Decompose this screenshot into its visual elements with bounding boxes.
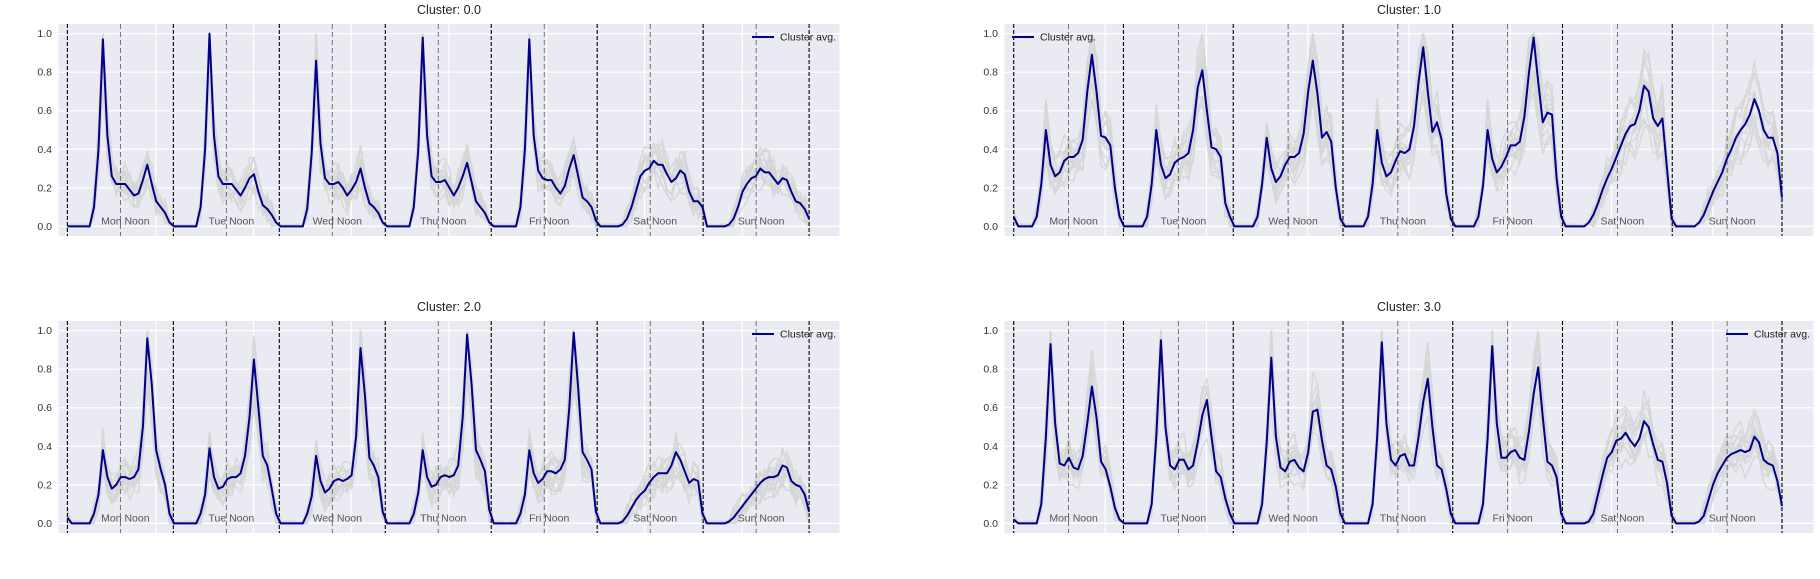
y-tick-label: 0.2 <box>983 182 998 194</box>
y-tick-label: 0.2 <box>983 479 998 491</box>
legend-label: Cluster avg. <box>1754 329 1810 341</box>
y-tick-label: 1.0 <box>983 28 998 40</box>
legend-label: Cluster avg. <box>780 32 836 44</box>
day-label: Sat Noon <box>1600 512 1644 524</box>
y-tick-label: 0.6 <box>983 105 998 117</box>
y-tick-label: 0.8 <box>983 67 998 79</box>
subplot-3: 0.0 0.2 0.4 0.6 0.8 1.0 Mon Noon Tue Noon Wed No… <box>983 300 1815 533</box>
day-label: Tue Noon <box>208 512 254 524</box>
subplot-title: Cluster: 0.0 <box>417 3 481 17</box>
day-label: Sun Noon <box>1709 215 1756 227</box>
y-tick-label: 1.0 <box>983 325 998 337</box>
day-label: Fri Noon <box>1492 215 1532 227</box>
day-label: Sun Noon <box>738 512 785 524</box>
day-label: Tue Noon <box>1160 215 1206 227</box>
cluster-avg-line <box>67 32 811 228</box>
y-tick-label: 0.2 <box>37 479 52 491</box>
cluster-avg-line <box>66 331 811 525</box>
day-label: Sun Noon <box>738 215 785 227</box>
y-tick-label: 0.0 <box>37 518 52 530</box>
y-tick-label: 0.8 <box>983 364 998 376</box>
y-tick-label: 0.0 <box>37 221 52 233</box>
subplot-0: 0.0 0.2 0.4 0.6 0.8 1.0 Mon Noon Tue Noon Wed No… <box>37 3 841 236</box>
cluster-avg-line <box>1012 36 1783 228</box>
subplot-title: Cluster: 2.0 <box>417 300 481 314</box>
subplot-2: 0.0 0.2 0.4 0.6 0.8 1.0 Mon Noon Tue Noon Wed No… <box>37 300 841 533</box>
day-label: Sat Noon <box>633 512 677 524</box>
legend-label: Cluster avg. <box>1040 32 1096 44</box>
day-label: Wed Noon <box>1268 512 1318 524</box>
y-tick-label: 0.4 <box>983 144 998 156</box>
day-label: Mon Noon <box>1049 512 1098 524</box>
y-tick-label: 1.0 <box>37 28 52 40</box>
day-label: Mon Noon <box>1049 215 1098 227</box>
day-label: Sun Noon <box>1709 512 1756 524</box>
y-tick-label: 1.0 <box>37 325 52 337</box>
day-label: Fri Noon <box>529 512 569 524</box>
y-tick-label: 0.4 <box>37 441 52 453</box>
y-tick-label: 0.8 <box>37 364 52 376</box>
y-tick-label: 0.0 <box>983 518 998 530</box>
day-label: Tue Noon <box>208 215 254 227</box>
subplot-title: Cluster: 3.0 <box>1377 300 1441 314</box>
subplot-title: Cluster: 1.0 <box>1377 3 1441 17</box>
day-label: Thu Noon <box>420 512 466 524</box>
day-label: Wed Noon <box>1268 215 1318 227</box>
y-tick-label: 0.4 <box>983 441 998 453</box>
member-trace <box>66 330 810 525</box>
day-label: Sat Noon <box>633 215 677 227</box>
y-tick-label: 0.8 <box>37 67 52 79</box>
member-trace <box>67 75 810 228</box>
y-tick-label: 0.6 <box>983 402 998 414</box>
cluster-avg-line <box>1013 339 1783 525</box>
y-tick-label: 0.6 <box>37 105 52 117</box>
day-label: Fri Noon <box>529 215 569 227</box>
day-label: Thu Noon <box>1380 215 1426 227</box>
y-tick-label: 0.2 <box>37 182 52 194</box>
day-label: Thu Noon <box>1380 512 1426 524</box>
legend-label: Cluster avg. <box>780 329 836 341</box>
y-tick-label: 0.4 <box>37 144 52 156</box>
day-label: Thu Noon <box>420 215 466 227</box>
day-label: Mon Noon <box>101 512 150 524</box>
subplot-1: 0.0 0.2 0.4 0.6 0.8 1.0 Mon Noon Tue Noon Wed No… <box>983 3 1815 236</box>
day-label: Tue Noon <box>1160 512 1206 524</box>
day-label: Mon Noon <box>101 215 150 227</box>
day-label: Wed Noon <box>313 512 363 524</box>
y-tick-label: 0.6 <box>37 402 52 414</box>
day-label: Fri Noon <box>1492 512 1532 524</box>
day-label: Wed Noon <box>313 215 363 227</box>
day-label: Sat Noon <box>1600 215 1644 227</box>
y-tick-label: 0.0 <box>983 221 998 233</box>
